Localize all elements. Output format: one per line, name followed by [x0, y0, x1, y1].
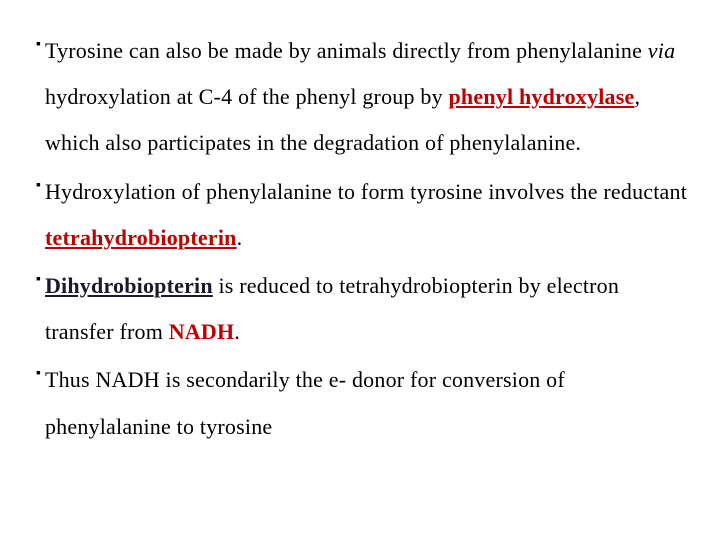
text-run: Hydroxylation of phenylalanine to form t… [45, 179, 687, 204]
bullet-marker: ▪ [36, 357, 41, 387]
text-run: . [234, 319, 240, 344]
slide-content: ▪ Tyrosine can also be made by animals d… [36, 28, 688, 450]
text-run: Thus NADH is secondarily the e- donor fo… [45, 367, 565, 438]
bullet-text: Thus NADH is secondarily the e- donor fo… [45, 357, 688, 449]
text-run-emphasis: NADH [169, 319, 235, 344]
text-run-emphasis: phenyl hydroxylase [448, 84, 634, 109]
text-run-emphasis: Dihydrobiopterin [45, 273, 213, 298]
bullet-item: ▪ Tyrosine can also be made by animals d… [36, 28, 688, 167]
text-run-emphasis: tetrahydrobiopterin [45, 225, 237, 250]
bullet-marker: ▪ [36, 28, 41, 58]
bullet-marker: ▪ [36, 263, 41, 293]
text-run: hydroxylation at C-4 of the phenyl group… [45, 84, 449, 109]
bullet-item: ▪ Hydroxylation of phenylalanine to form… [36, 169, 688, 261]
bullet-text: Tyrosine can also be made by animals dir… [45, 28, 688, 167]
bullet-marker: ▪ [36, 169, 41, 199]
bullet-text: Dihydrobiopterin is reduced to tetrahydr… [45, 263, 688, 355]
text-run-italic: via [648, 38, 675, 63]
text-run: Tyrosine can also be made by animals dir… [45, 38, 648, 63]
bullet-text: Hydroxylation of phenylalanine to form t… [45, 169, 688, 261]
bullet-item: ▪ Thus NADH is secondarily the e- donor … [36, 357, 688, 449]
bullet-item: ▪ Dihydrobiopterin is reduced to tetrahy… [36, 263, 688, 355]
text-run: . [237, 225, 243, 250]
